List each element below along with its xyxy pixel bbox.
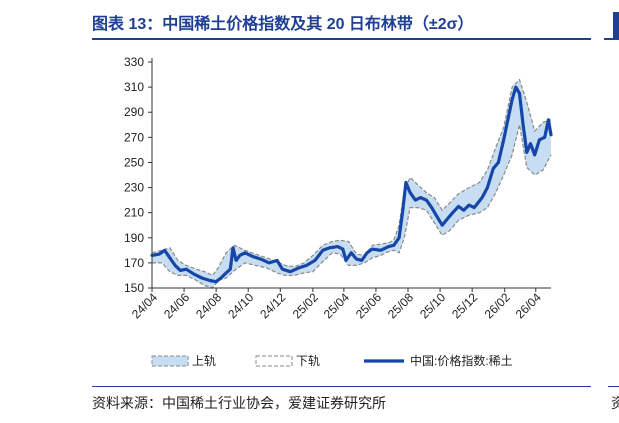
legend-swatch-upper bbox=[151, 355, 189, 367]
x-tick-label: 24/10 bbox=[225, 290, 256, 321]
x-tick-label: 24/08 bbox=[193, 290, 224, 321]
price-index-line bbox=[150, 85, 553, 284]
y-tick-label: 310 bbox=[124, 80, 144, 94]
adjacent-figure-marker bbox=[613, 12, 619, 39]
bollinger-band bbox=[151, 78, 552, 289]
y-tick-label: 230 bbox=[124, 181, 144, 195]
source-note: 资料来源：中国稀土行业协会，爱建证券研究所 bbox=[92, 395, 386, 411]
legend-label-lower: 下轨 bbox=[296, 354, 320, 368]
y-tick-label: 170 bbox=[124, 256, 144, 270]
adjacent-title-underline bbox=[604, 38, 619, 40]
legend-label-upper: 上轨 bbox=[192, 354, 216, 368]
x-tick-label: 25/02 bbox=[290, 290, 321, 321]
x-tick-label: 25/10 bbox=[417, 290, 448, 321]
x-tick-label: 24/06 bbox=[161, 290, 192, 321]
legend-label-main: 中国:价格指数:稀土 bbox=[410, 353, 513, 368]
y-tick-label: 330 bbox=[124, 55, 144, 69]
band-fill bbox=[152, 79, 551, 288]
title-underline bbox=[92, 38, 591, 40]
y-tick-label: 270 bbox=[124, 130, 144, 144]
y-tick-label: 190 bbox=[124, 231, 144, 245]
footer-rule bbox=[92, 386, 591, 387]
x-tick-label: 25/04 bbox=[321, 290, 352, 321]
chart-legend: 上轨 下轨 中国:价格指数:稀土 bbox=[151, 353, 513, 368]
y-tick-label: 290 bbox=[124, 105, 144, 119]
adjacent-footer-rule bbox=[608, 386, 619, 387]
legend-swatch-lower bbox=[255, 355, 293, 367]
y-tick-label: 150 bbox=[124, 281, 144, 295]
figure-title: 图表 13：中国稀土价格指数及其 20 日布林带（±2σ） bbox=[92, 16, 474, 33]
x-tick-label: 25/06 bbox=[353, 290, 384, 321]
y-tick-label: 210 bbox=[124, 206, 144, 220]
x-tick-label: 25/12 bbox=[449, 290, 480, 321]
price-index-series bbox=[150, 85, 553, 284]
x-tick-label: 26/02 bbox=[482, 290, 513, 321]
x-tick-label: 25/08 bbox=[385, 290, 416, 321]
x-tick-label: 26/04 bbox=[513, 290, 544, 321]
adjacent-source-fragment: 资 bbox=[611, 395, 619, 411]
y-tick-label: 250 bbox=[124, 155, 144, 169]
x-tick-label: 24/12 bbox=[257, 290, 288, 321]
